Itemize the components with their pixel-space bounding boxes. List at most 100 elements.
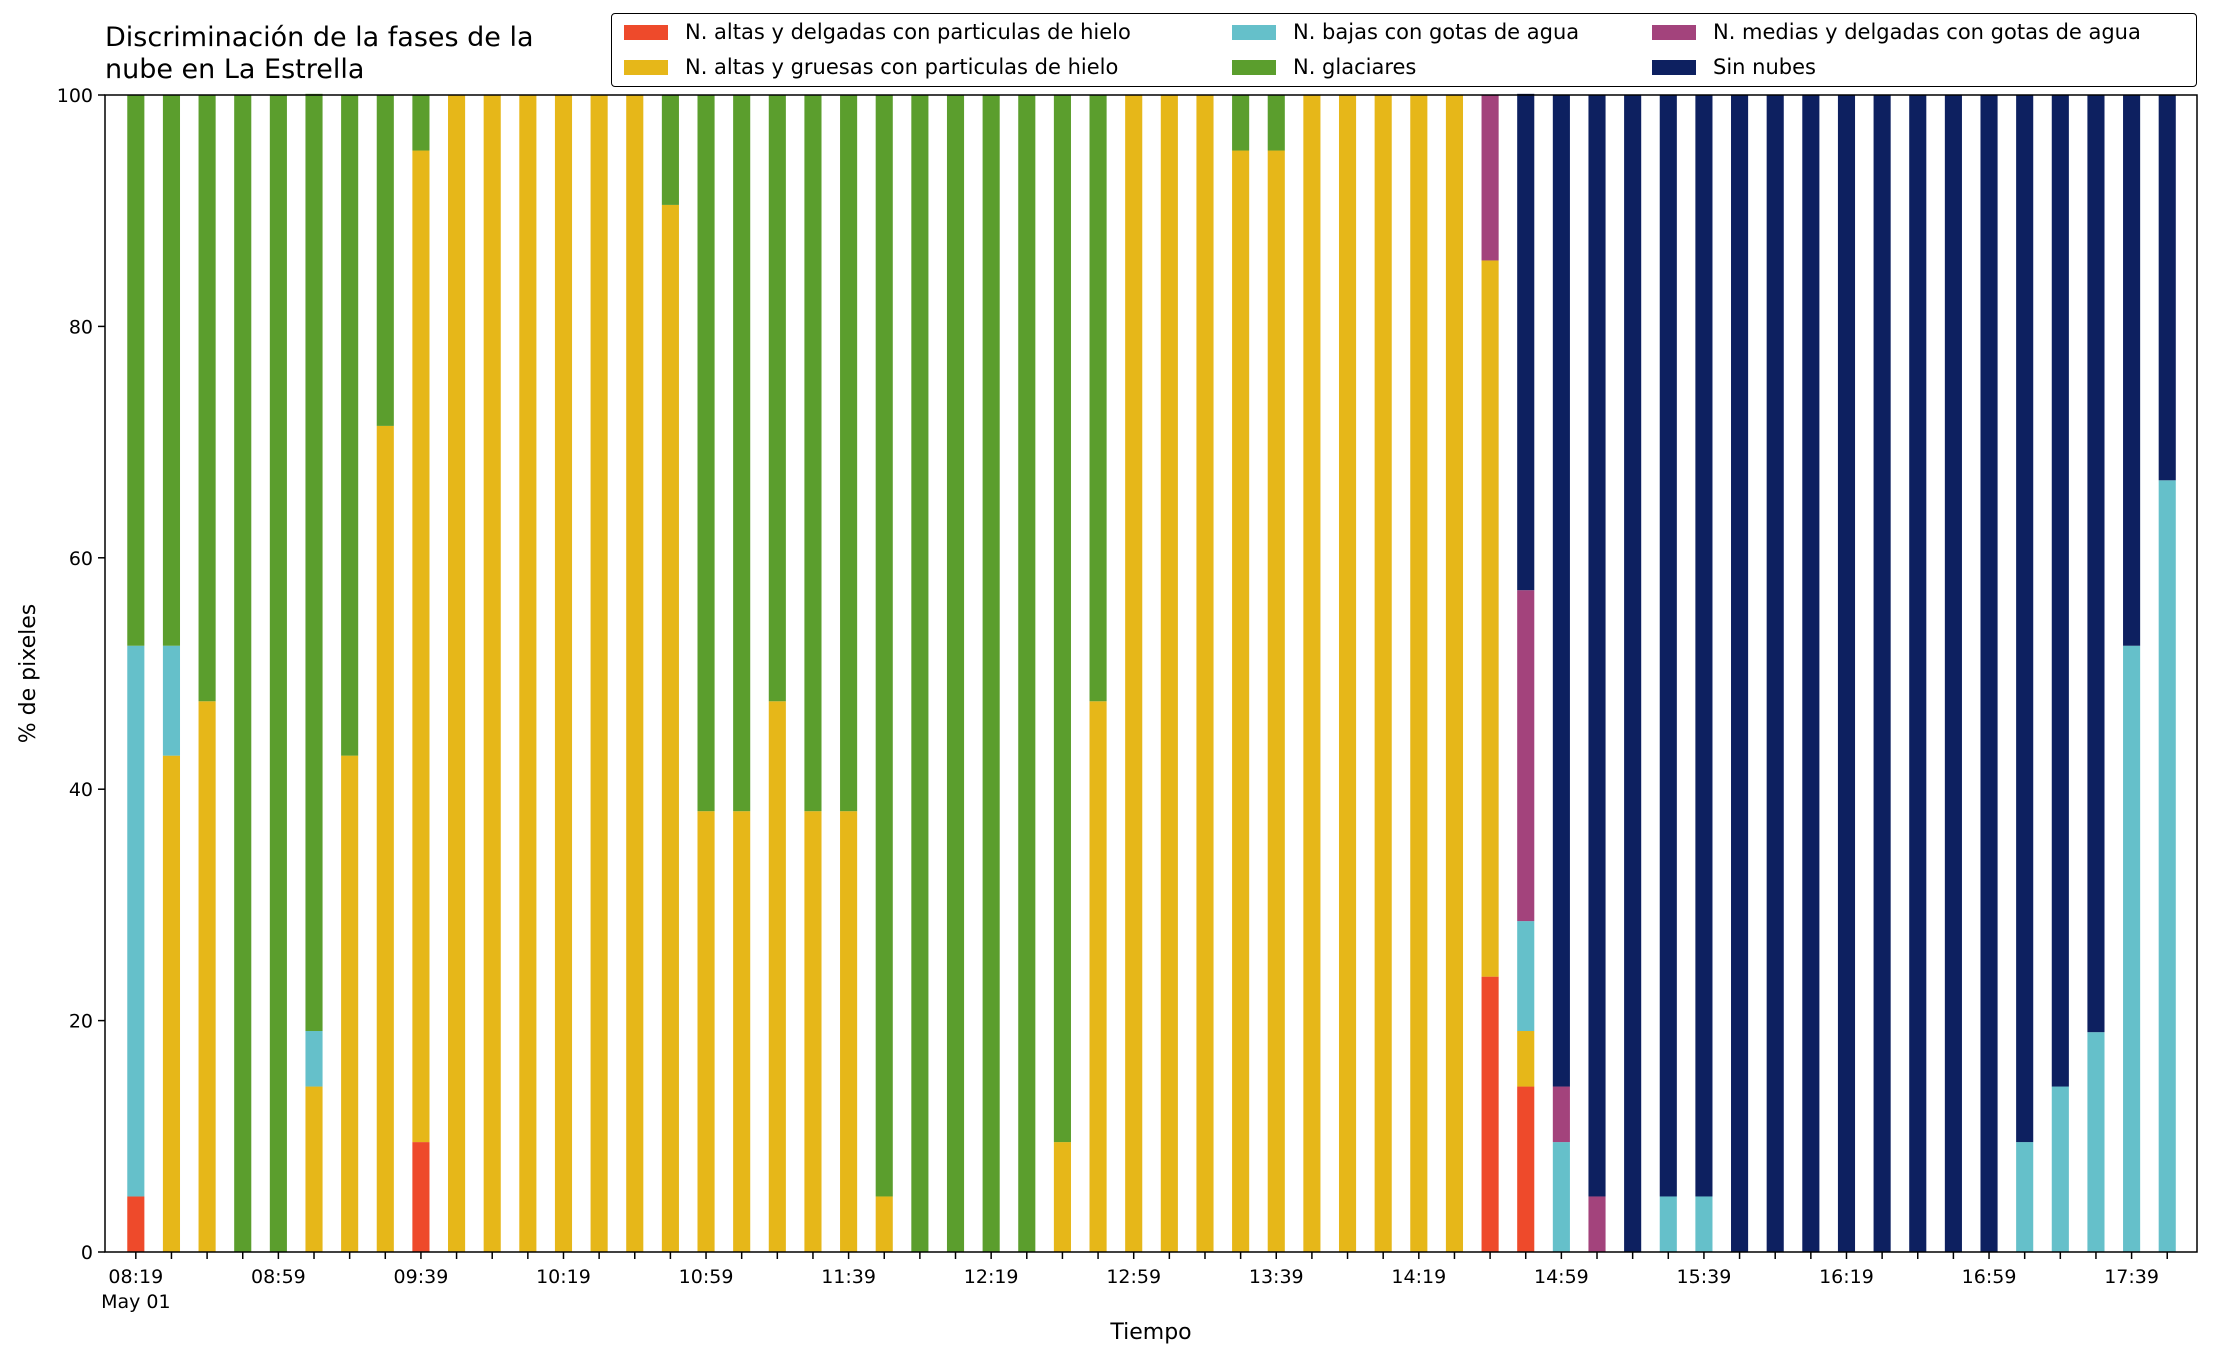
bar-segment — [768, 701, 786, 1252]
bar-segment — [1232, 150, 1250, 1252]
bar-segment — [1267, 95, 1285, 151]
bar-segment — [768, 95, 786, 702]
bar-segment — [554, 95, 573, 1252]
bar-segment — [127, 1196, 145, 1252]
bar-segment — [234, 95, 252, 1252]
bar-segment — [1517, 590, 1535, 922]
x-tick-label: 11:39 — [821, 1266, 876, 1288]
plot-frame — [104, 94, 2198, 1253]
bar-segment — [1232, 95, 1250, 151]
bar-segment — [1659, 95, 1677, 1197]
bar-segment — [127, 645, 145, 1197]
x-axis: 08:19 08:59 09:39 10:19 10:59 11:39 12:19 12:59… — [108, 1252, 2168, 1288]
bar-segment — [376, 425, 394, 1253]
bar-segment — [305, 1086, 323, 1252]
bar-segment — [127, 95, 145, 646]
chart-title-line-1: Discriminación de la fases de la — [105, 22, 534, 53]
x-tick-label: 10:59 — [679, 1266, 734, 1288]
bar-segment — [804, 811, 822, 1252]
bar-segment — [2087, 1032, 2105, 1252]
bar-segment — [1338, 95, 1357, 1252]
y-tick-label: 100 — [57, 85, 93, 107]
bar-segment — [376, 95, 394, 426]
bar-segment — [162, 645, 181, 756]
x-tick-label: 13:39 — [1249, 1266, 1304, 1288]
bar-segment — [162, 755, 181, 1252]
bars-layer — [127, 93, 2176, 1253]
legend-item: N. glaciares — [1232, 52, 1416, 82]
bar-segment — [1802, 95, 1820, 1252]
legend-label: N. altas y gruesas con particulas de hie… — [685, 55, 1119, 79]
bar-segment — [2051, 95, 2069, 1087]
legend-item: N. medias y delgadas con gotas de agua — [1652, 17, 2141, 47]
legend-label: N. glaciares — [1293, 55, 1417, 79]
bar-segment — [1481, 976, 1499, 1252]
bar-segment — [733, 811, 751, 1252]
y-axis: 0 20 40 60 80 100 — [57, 85, 105, 1264]
chart-title-line-2: nube en La Estrella — [105, 54, 365, 85]
bar-segment — [875, 95, 893, 1197]
x-tick-label: 16:19 — [1819, 1266, 1874, 1288]
bar-segment — [1267, 150, 1285, 1252]
bar-segment — [1053, 95, 1071, 1143]
legend-label: N. altas y delgadas con particulas de hi… — [685, 20, 1131, 44]
y-tick-label: 60 — [69, 548, 93, 570]
bar-segment — [2158, 480, 2176, 1252]
bar-segment — [1018, 95, 1036, 1252]
x-axis-label: Tiempo — [1109, 1320, 1191, 1345]
bar-segment — [1909, 95, 1927, 1252]
legend-item: Sin nubes — [1652, 52, 1816, 82]
bar-segment — [412, 1142, 430, 1252]
bar-segment — [1552, 1142, 1570, 1252]
bar-segment — [269, 95, 287, 1252]
x-tick-label: 17:39 — [2104, 1266, 2159, 1288]
x-tick-label: 14:59 — [1534, 1266, 1589, 1288]
bar-segment — [1517, 1086, 1535, 1252]
bar-segment — [1837, 95, 1856, 1252]
bar-segment — [733, 95, 751, 812]
x-tick-label: 12:59 — [1106, 1266, 1161, 1288]
bar-segment — [875, 1196, 893, 1252]
bar-segment — [840, 811, 858, 1252]
bar-segment — [1196, 95, 1214, 1252]
bar-segment — [2158, 95, 2176, 481]
x-tick-label: 08:19 — [108, 1266, 163, 1288]
legend-item: N. bajas con gotas de agua — [1232, 17, 1579, 47]
legend-swatch — [1232, 24, 1276, 40]
bar-segment — [1624, 95, 1642, 1252]
bar-segment — [1588, 1196, 1606, 1252]
x-tick-label: 14:19 — [1391, 1266, 1446, 1288]
bar-segment — [590, 95, 608, 1252]
bar-segment — [661, 204, 679, 1252]
bar-segment — [1552, 95, 1570, 1087]
bar-segment — [519, 95, 537, 1252]
bar-segment — [1552, 1086, 1570, 1143]
bar-segment — [412, 150, 430, 1143]
legend-label: N. bajas con gotas de agua — [1293, 20, 1580, 44]
bar-segment — [1053, 1142, 1071, 1252]
bar-segment — [2123, 645, 2141, 1252]
y-tick-label: 80 — [69, 316, 93, 338]
bar-segment — [341, 755, 359, 1252]
bar-segment — [1517, 1031, 1535, 1087]
bar-segment — [198, 701, 216, 1252]
legend-swatch — [624, 24, 668, 40]
bar-segment — [2016, 1142, 2034, 1252]
bar-segment — [2051, 1086, 2069, 1252]
legend-item: N. altas y delgadas con particulas de hi… — [624, 17, 1131, 47]
bar-segment — [1517, 921, 1535, 1032]
x-tick-label: 15:39 — [1677, 1266, 1732, 1288]
bar-segment — [1873, 95, 1891, 1252]
bar-segment — [1481, 95, 1499, 261]
bar-segment — [1980, 95, 1998, 1252]
bar-segment — [804, 95, 822, 812]
legend-item: N. altas y gruesas con particulas de hie… — [624, 52, 1118, 82]
y-tick-label: 0 — [81, 1242, 93, 1264]
chart-title: Discriminación de la fases de la nube en… — [105, 22, 534, 86]
x-axis-date-label: May 01 — [101, 1291, 171, 1313]
bar-segment — [1481, 260, 1499, 977]
bar-segment — [1695, 1196, 1713, 1252]
legend-swatch — [1652, 24, 1696, 40]
bar-segment — [1160, 95, 1178, 1252]
